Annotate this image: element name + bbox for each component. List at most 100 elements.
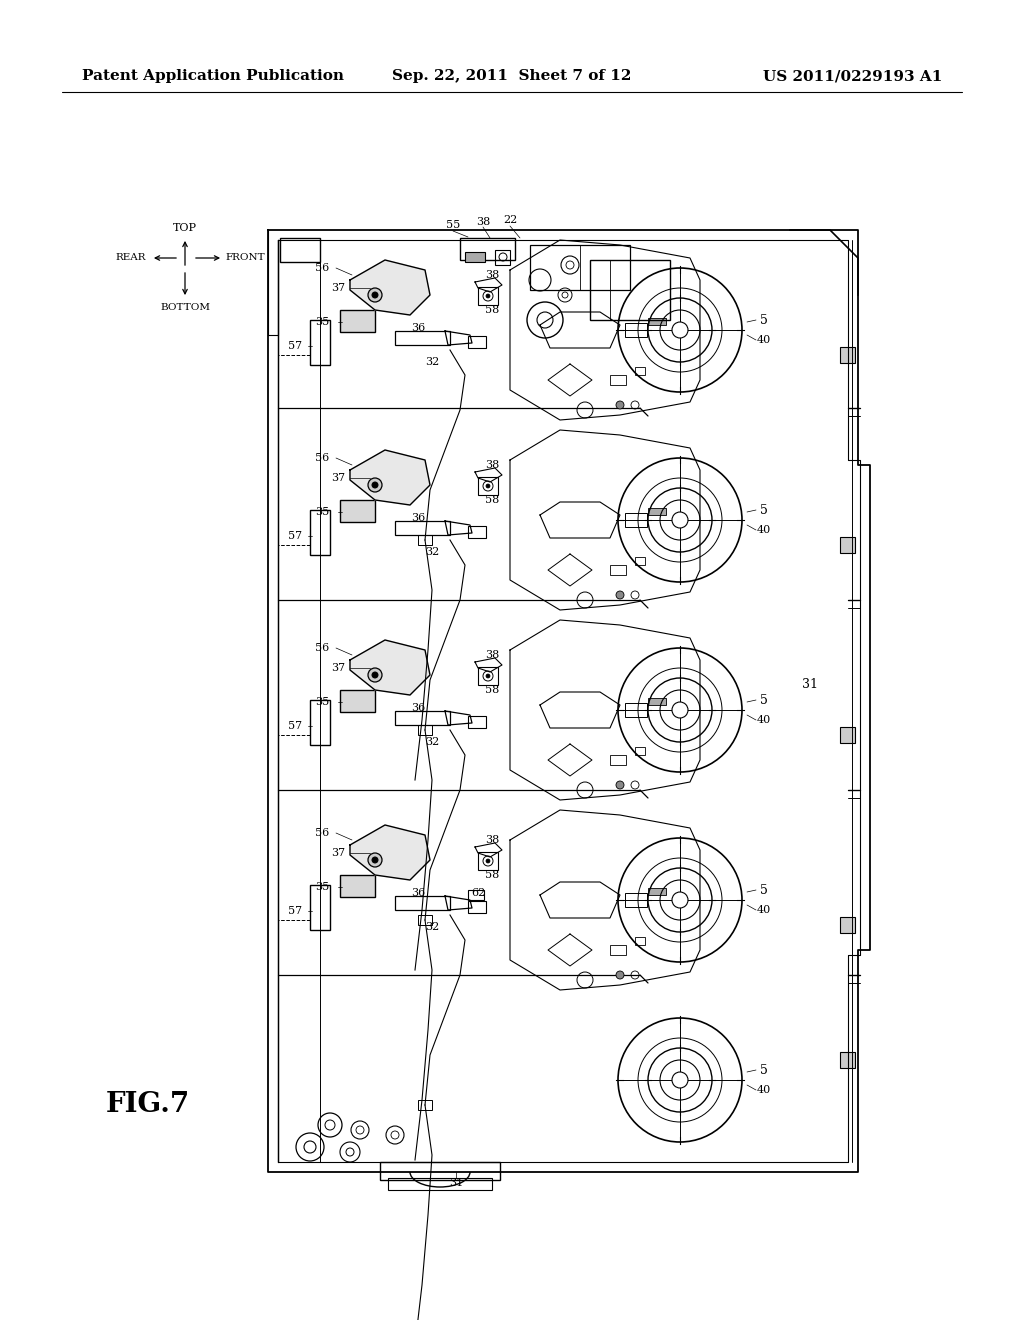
Text: 55: 55 [445,220,460,230]
Circle shape [486,675,490,678]
Text: 31: 31 [449,1177,463,1188]
Bar [495,249,510,265]
Text: 32: 32 [425,356,439,367]
Bar [635,747,645,755]
Bar [418,1100,432,1110]
Bar [340,500,375,521]
Bar [468,337,486,348]
Text: 5: 5 [760,693,768,706]
Text: 40: 40 [757,1085,771,1096]
Bar [610,565,626,576]
Circle shape [616,401,624,409]
Text: 38: 38 [485,459,499,470]
Bar [380,1162,500,1180]
Circle shape [368,668,382,682]
Circle shape [368,853,382,867]
Text: 57: 57 [288,341,302,351]
Text: REAR: REAR [116,253,146,263]
Text: 22: 22 [503,215,517,224]
Text: Sep. 22, 2011  Sheet 7 of 12: Sep. 22, 2011 Sheet 7 of 12 [392,69,632,83]
Bar [478,851,498,870]
Text: 40: 40 [757,525,771,535]
Text: Patent Application Publication: Patent Application Publication [82,69,344,83]
Bar [635,937,645,945]
Text: 35: 35 [314,317,329,327]
Text: 38: 38 [476,216,490,227]
Circle shape [368,288,382,302]
Bar [648,888,666,895]
Bar [840,537,855,553]
Bar [280,238,319,261]
Bar [468,890,484,900]
Circle shape [372,857,378,863]
Text: 37: 37 [331,663,345,673]
Polygon shape [350,260,430,315]
Bar [418,535,432,545]
Polygon shape [350,825,430,880]
Circle shape [672,1072,688,1088]
Text: 35: 35 [314,697,329,708]
Text: 58: 58 [485,305,499,315]
Text: 5: 5 [760,1064,768,1077]
Text: 5: 5 [760,314,768,326]
Bar [478,286,498,305]
Text: 56: 56 [314,263,329,273]
Bar [840,347,855,363]
Bar [388,1177,492,1191]
Circle shape [372,672,378,678]
Polygon shape [350,640,430,696]
Bar [635,557,645,565]
Text: 58: 58 [485,685,499,696]
Bar [625,894,647,907]
Text: 40: 40 [757,715,771,725]
Bar [340,875,375,898]
Bar [840,1052,855,1068]
Text: 5: 5 [760,503,768,516]
Circle shape [486,484,490,488]
Circle shape [616,781,624,789]
Text: 37: 37 [331,473,345,483]
Text: FIG.7: FIG.7 [105,1092,190,1118]
Bar [310,319,330,366]
Bar [625,513,647,527]
Text: 38: 38 [485,649,499,660]
Text: 38: 38 [485,836,499,845]
Bar [610,755,626,766]
Circle shape [372,292,378,298]
Polygon shape [350,450,430,506]
Circle shape [368,478,382,492]
Bar [468,902,486,913]
Circle shape [672,322,688,338]
Bar [395,711,450,725]
Circle shape [616,972,624,979]
Text: 56: 56 [314,643,329,653]
Bar [610,945,626,954]
Text: 35: 35 [314,882,329,892]
Text: 38: 38 [485,271,499,280]
Bar [340,310,375,333]
Circle shape [616,591,624,599]
Text: 40: 40 [757,335,771,345]
Text: 31: 31 [802,678,818,692]
Text: 36: 36 [411,888,425,898]
Text: 36: 36 [411,704,425,713]
Text: 37: 37 [331,847,345,858]
Bar [395,521,450,535]
Bar [635,367,645,375]
Circle shape [486,294,490,298]
Bar [468,525,486,539]
Text: 32: 32 [425,737,439,747]
Text: 36: 36 [411,323,425,333]
Bar [478,667,498,685]
Bar [310,884,330,931]
Bar [310,700,330,744]
Text: 37: 37 [331,282,345,293]
Bar [395,896,450,909]
Text: 36: 36 [411,513,425,523]
Text: 56: 56 [314,828,329,838]
Text: 40: 40 [757,906,771,915]
Text: 58: 58 [485,495,499,506]
Bar [465,252,485,261]
Bar [625,323,647,337]
Text: 32: 32 [425,546,439,557]
